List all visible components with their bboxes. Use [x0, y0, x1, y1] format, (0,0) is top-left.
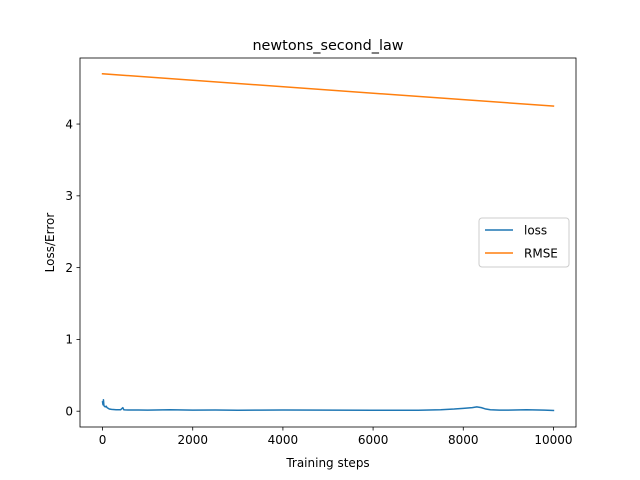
- x-tick-label: 6000: [358, 433, 389, 447]
- y-tick-label: 2: [65, 261, 73, 275]
- series-line-loss: [101, 398, 555, 412]
- series-line-rmse: [101, 72, 555, 107]
- ticks-layer: 0 2000 4000 6000 8000 10000 0 1 2 3 4: [65, 117, 572, 447]
- y-tick-label: 3: [65, 189, 73, 203]
- y-tick-label: 1: [65, 333, 73, 347]
- legend-label-loss: loss: [524, 223, 547, 237]
- x-tick-label: 10000: [534, 433, 572, 447]
- y-tick-label: 0: [65, 405, 73, 419]
- legend: loss RMSE: [478, 217, 570, 268]
- axes-frame: [79, 57, 577, 428]
- y-axis-label: Loss/Error: [43, 213, 57, 273]
- x-tick-label: 4000: [268, 433, 299, 447]
- chart-title: newtons_second_law: [252, 38, 403, 54]
- y-tick-label: 4: [65, 117, 73, 131]
- plot-layer: [101, 72, 555, 412]
- legend-label-rmse: RMSE: [524, 246, 558, 260]
- x-tick-label: 2000: [177, 433, 208, 447]
- x-tick-label: 8000: [448, 433, 479, 447]
- x-tick-label: 0: [99, 433, 107, 447]
- x-axis-label: Training steps: [285, 456, 369, 470]
